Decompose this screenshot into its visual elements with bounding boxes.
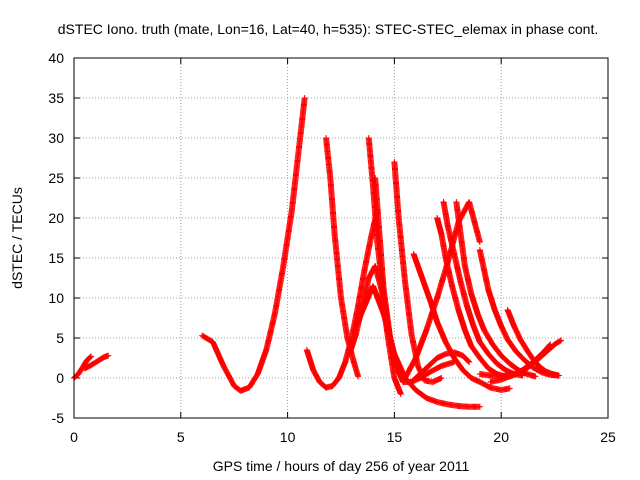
series-markers [410, 251, 513, 393]
data-point [506, 385, 513, 392]
y-tick-label: 20 [48, 210, 64, 226]
data-point [555, 372, 562, 379]
y-tick-label: 40 [48, 50, 64, 66]
y-tick-label: 5 [56, 330, 64, 346]
data-point [87, 354, 94, 361]
data-point [547, 341, 554, 348]
tick-labels: 0 5 10 15 20 25 -5 0 5 10 15 20 25 30 35 40 [48, 50, 616, 445]
data-point [464, 357, 471, 364]
data-point [546, 342, 553, 349]
data-point [557, 337, 564, 344]
data-point [476, 239, 483, 245]
series-markers [199, 95, 308, 394]
x-tick-label: 0 [70, 429, 78, 445]
data-point [88, 353, 95, 360]
y-tick-label: 30 [48, 130, 64, 146]
data-point [438, 375, 445, 381]
data-point [105, 352, 112, 359]
x-axis-label: GPS time / hours of day 256 of year 2011 [213, 458, 470, 474]
series-markers [303, 207, 381, 391]
x-tick-label: 20 [493, 429, 509, 445]
y-axis-label: dSTEC / TECUs [9, 187, 25, 289]
series-markers [504, 307, 562, 379]
data-point [86, 354, 93, 361]
data-point [465, 358, 472, 365]
series-markers [408, 349, 473, 385]
series-markers [453, 199, 539, 380]
x-tick-label: 25 [600, 429, 616, 445]
plot-frame [73, 57, 609, 419]
y-tick-label: 0 [56, 370, 64, 386]
y-tick-label: 10 [48, 290, 64, 306]
series-markers [440, 199, 526, 379]
series-markers [81, 352, 112, 372]
data-point [558, 337, 565, 344]
data-point [301, 95, 308, 101]
y-tick-label: 25 [48, 170, 64, 186]
x-tick-label: 15 [387, 429, 403, 445]
y-tick-label: -5 [52, 410, 65, 426]
series-markers [487, 341, 554, 385]
data-point [397, 391, 404, 397]
x-tick-label: 5 [177, 429, 185, 445]
data-point [466, 359, 473, 365]
chart-title: dSTEC Iono. truth (mate, Lon=16, Lat=40,… [58, 21, 598, 37]
data-point [532, 373, 539, 380]
y-tick-label: 35 [48, 90, 64, 106]
series-markers [434, 215, 509, 380]
y-tick-label: 15 [48, 250, 64, 266]
data-points [71, 95, 565, 410]
data-point [355, 373, 362, 380]
x-tick-label: 10 [280, 429, 296, 445]
series-markers [323, 135, 362, 380]
data-point [476, 403, 483, 410]
